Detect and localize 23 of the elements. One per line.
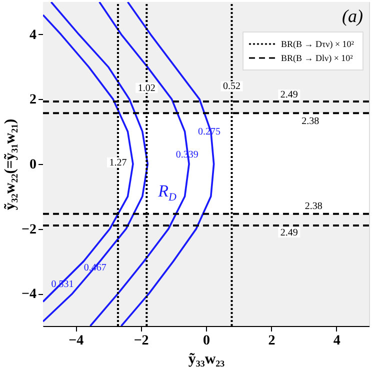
y-tick-label: 4 [30,28,36,43]
annotation: 1.27 [109,157,127,168]
annotation: 2.38 [304,200,322,212]
x-tick-label: −4 [68,334,84,348]
annotation: (a) [342,6,363,26]
y-axis-title: ỹ₃₂w₂₂(=ỹ₃₁w₂₁) [2,118,19,210]
legend-label: BR(B → Dτν) × 10² [281,39,354,49]
annotation: 2.49 [280,89,298,100]
line-series [43,14,134,303]
annotation: 2.38 [302,116,320,128]
annotation: 0.52 [223,81,241,92]
annotation: 1.02 [138,82,156,94]
y-tick-label: 2 [30,92,36,108]
y-tick-label: −4 [22,287,36,302]
x-axis-title: ỹ₃₃w₂₃ [188,352,226,368]
y-tick-label: 0 [30,158,36,172]
y-tick-label: −2 [22,222,36,238]
x-tick-label: 4 [333,334,340,348]
x-tick-label: 2 [268,334,276,348]
annotation: 2.49 [280,228,298,239]
x-tick-label: 0 [203,334,210,348]
x-tick-label: −2 [134,334,149,348]
legend-label: BR(B → Dlν) × 10² [281,53,354,63]
